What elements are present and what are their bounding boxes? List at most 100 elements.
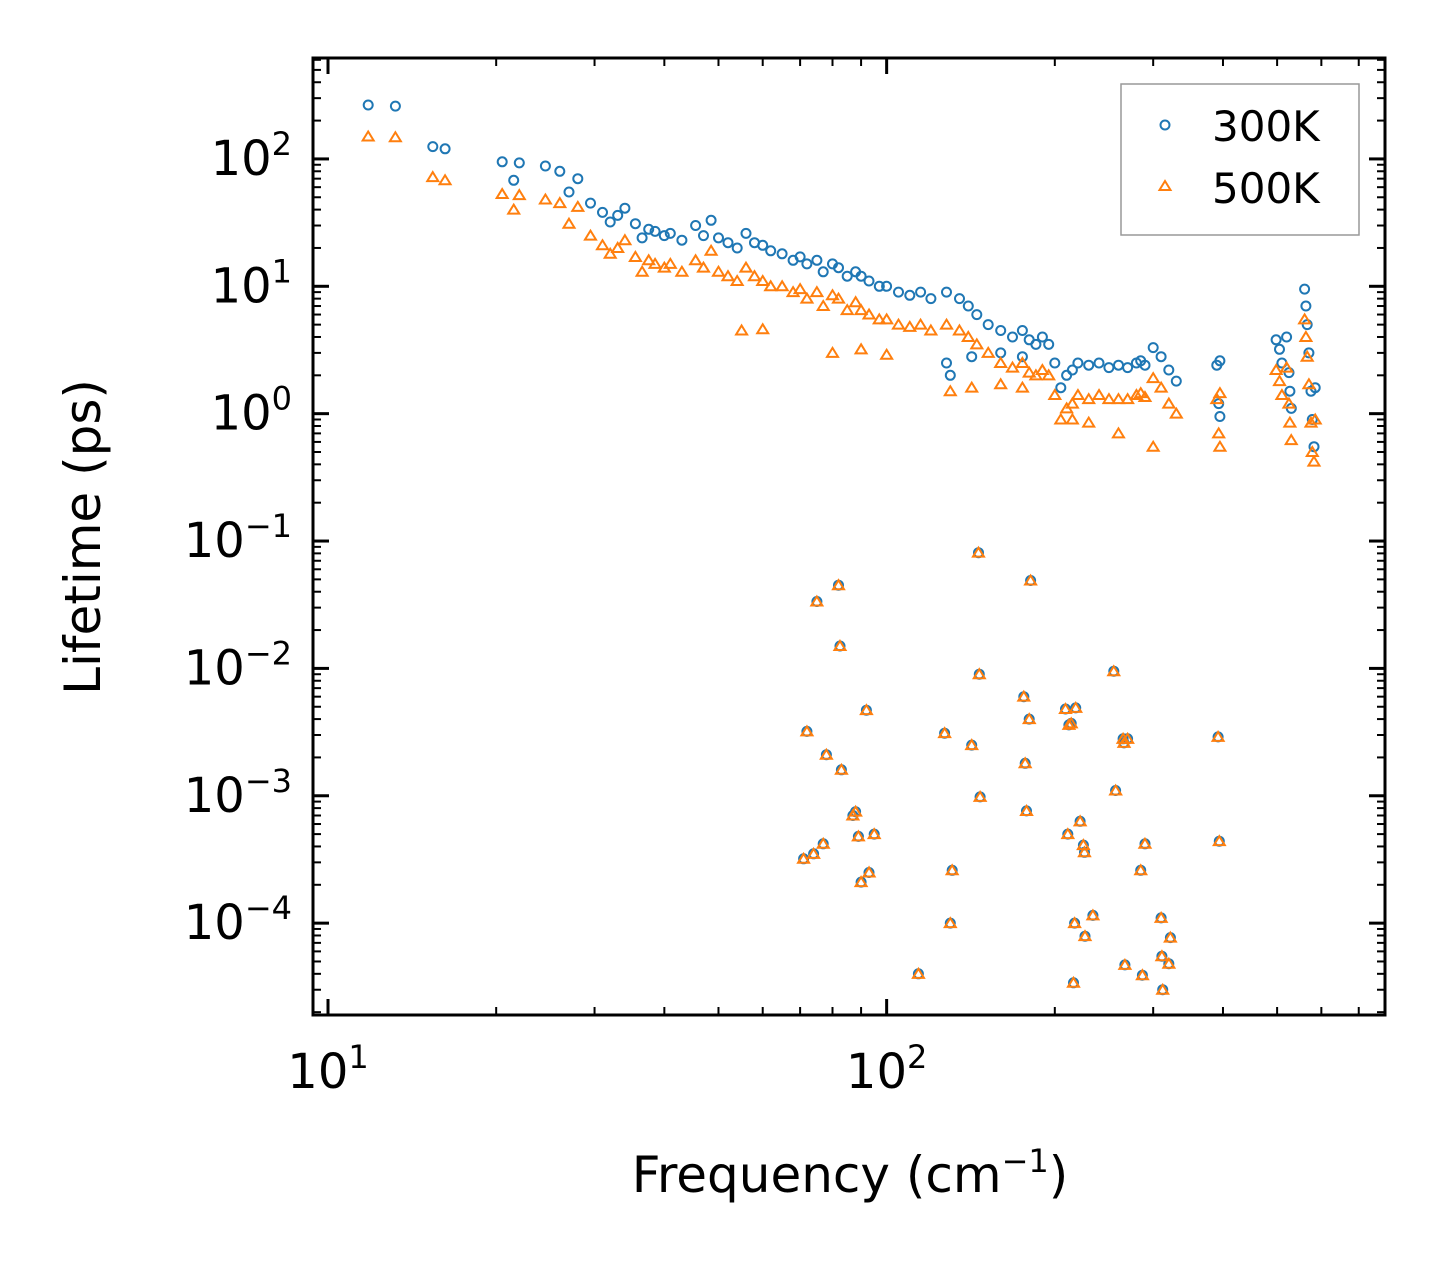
data-point-500k [1299, 349, 1315, 362]
data-point-500k [1077, 845, 1092, 858]
data-point-300k [427, 141, 439, 153]
data-point-500k [1282, 415, 1298, 428]
data-point-500k [674, 264, 690, 277]
y-tick-label: 10−4 [184, 889, 292, 951]
y-tick-label: 101 [211, 252, 292, 314]
data-point-300k [629, 218, 641, 230]
data-point-500k [1153, 380, 1169, 393]
tick-labels: 101 102 10−4 10−3 10−2 10−1 100 101 102 [184, 125, 928, 1100]
data-point-500k [1072, 814, 1088, 827]
data-point-300k [954, 293, 965, 305]
data-point-500k [729, 274, 745, 287]
plot-frame [311, 56, 1387, 1017]
data-point-300k [873, 280, 885, 292]
data-point-300k [389, 100, 401, 112]
legend-label-500k: 500K [1212, 164, 1321, 213]
data-point-300k [731, 242, 743, 254]
data-point-500k [831, 291, 846, 304]
data-point-500k [634, 264, 650, 277]
data-point-500k [641, 253, 656, 266]
data-point-500k [437, 173, 453, 186]
data-point-300k [855, 270, 867, 282]
data-point-500k [1091, 388, 1107, 401]
data-point-500k [1065, 396, 1080, 409]
data-point-500k [1155, 982, 1170, 995]
data-point-500k [980, 345, 996, 358]
data-point-500k [879, 312, 894, 325]
data-point-500k [861, 865, 877, 878]
data-point-500k [1212, 386, 1228, 399]
data-point-500k [891, 317, 906, 330]
data-point-500k [1047, 388, 1063, 401]
data-point-500k [602, 246, 618, 259]
data-point-300k [944, 369, 956, 381]
data-point-500k [902, 319, 918, 332]
data-point-500k [696, 260, 711, 273]
data-point-500k [1154, 949, 1170, 962]
data-point-500k [848, 295, 863, 308]
data-point-300k [496, 156, 508, 168]
data-point-500k [1085, 908, 1101, 921]
data-point-500k [1023, 573, 1038, 586]
data-point-500k [809, 594, 825, 607]
data-point-500k [792, 282, 808, 295]
data-point-500k [819, 747, 834, 760]
data-point-500k [1169, 406, 1184, 419]
data-point-300k [539, 160, 551, 172]
data-point-300k [962, 300, 974, 312]
data-point-300k [915, 286, 927, 298]
data-point-300k [1170, 375, 1182, 387]
data-point-500k [774, 279, 790, 292]
data-point-300k [713, 232, 724, 244]
data-point-500k [1081, 415, 1097, 428]
data-point-500k [853, 342, 869, 355]
series-500k-points [360, 129, 1323, 995]
data-point-300k [439, 143, 451, 155]
data-point-500k [1015, 380, 1030, 393]
data-point-500k [796, 851, 811, 864]
data-point-500k [1035, 363, 1050, 376]
x-axis-label-end: ) [1049, 1146, 1069, 1204]
data-point-300k [1093, 357, 1105, 369]
data-point-300k [811, 254, 823, 266]
data-point-500k [861, 307, 877, 320]
data-point-300k [604, 216, 616, 228]
data-point-300k [585, 197, 596, 209]
data-point-500k [738, 260, 754, 273]
data-point-500k [952, 323, 967, 336]
data-point-500k [1145, 439, 1161, 452]
data-point-300k [1049, 357, 1061, 369]
data-point-300k [1163, 364, 1175, 376]
data-point-500k [1306, 454, 1322, 467]
data-point-300k [554, 165, 566, 177]
data-point-500k [1016, 689, 1032, 702]
data-point-500k [734, 323, 749, 336]
data-point-500k [1021, 365, 1037, 378]
data-point-500k [1161, 956, 1177, 969]
data-point-300k [1007, 331, 1018, 343]
data-point-500k [1101, 392, 1117, 405]
data-point-300k [722, 237, 734, 249]
data-point-500k [969, 337, 985, 350]
data-point-500k [663, 256, 678, 269]
data-point-500k [815, 299, 831, 312]
data-point-300k [740, 227, 752, 239]
data-point-300k [841, 270, 853, 282]
data-point-500k [1065, 412, 1080, 425]
data-point-300k [893, 286, 904, 298]
data-point-500k [866, 827, 882, 840]
y-tick-label: 102 [211, 125, 292, 187]
data-point-500k [1153, 910, 1169, 923]
data-point-500k [1120, 731, 1135, 744]
data-point-500k [832, 639, 848, 651]
data-point-500k [799, 291, 815, 304]
data-point-300k [705, 214, 717, 226]
data-point-500k [853, 303, 869, 316]
y-tick-label: 10−1 [184, 507, 292, 569]
data-point-500k [583, 228, 598, 241]
major-ticks [313, 58, 1385, 1015]
data-point-500k [960, 330, 976, 342]
data-point-500k [1279, 360, 1294, 373]
data-point-500k [1268, 363, 1284, 376]
